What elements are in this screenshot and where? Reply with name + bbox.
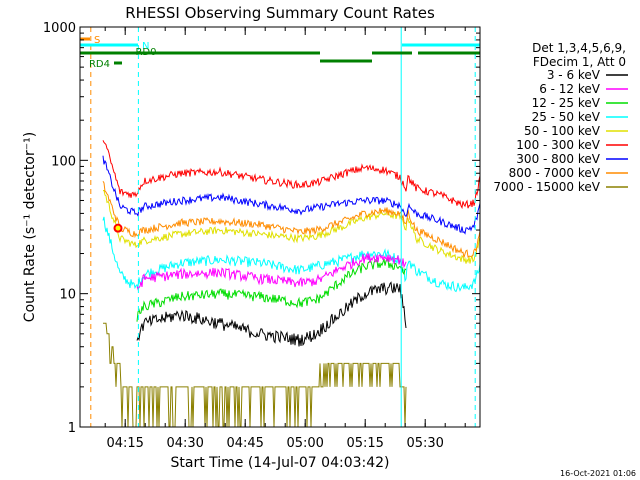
series-layer — [102, 140, 480, 427]
render-timestamp: 16-Oct-2021 01:06 — [560, 469, 636, 478]
x-tick-label: 05:15 — [346, 436, 383, 451]
series-line-300-800-kev — [102, 155, 480, 235]
y-tick-label: 10 — [59, 288, 76, 303]
legend-label-50-100-kev: 50 - 100 keV — [524, 124, 601, 138]
series-line-3-6-kev — [136, 281, 407, 347]
state-label-s: S — [94, 35, 100, 46]
chart-title: RHESSI Observing Summary Count Rates — [125, 4, 435, 22]
flag-marker — [113, 223, 123, 233]
series-line-7000-15000-kev — [103, 322, 407, 427]
series-line-12-25-kev — [136, 258, 407, 322]
series-line-25-50-kev — [102, 216, 480, 293]
x-axis: 04:15 04:30 04:45 05:00 05:15 05:30 — [104, 27, 466, 451]
state-label-rd0: RD0 — [135, 47, 156, 58]
legend-label-12-25-kev: 12 - 25 keV — [532, 96, 601, 110]
y-tick-label: 1000 — [43, 21, 76, 36]
legend-label-100-300-kev: 100 - 300 keV — [516, 138, 600, 152]
legend-label-3-6-kev: 3 - 6 keV — [547, 68, 601, 82]
x-axis-title: Start Time (14-Jul-07 04:03:42) — [170, 455, 389, 471]
y-tick-label: 100 — [51, 154, 76, 169]
state-label-n: N — [142, 41, 149, 52]
series-line-6-12-kev — [136, 253, 407, 291]
state-label-rd4: RD4 — [89, 59, 110, 70]
series-line-50-100-kev — [103, 190, 480, 264]
series-line-800-7000-kev — [102, 180, 480, 258]
plot-frame — [79, 26, 481, 428]
legend-label-7000-15000-kev: 7000 - 15000 keV — [493, 180, 600, 194]
marker-layer — [90, 27, 476, 427]
legend: Det 1,3,4,5,6,9,FDecim 1, Att 03 - 6 keV… — [493, 41, 628, 194]
y-tick-label: 1 — [68, 421, 76, 436]
x-tick-label: 04:45 — [226, 436, 263, 451]
legend-label-800-7000-kev: 800 - 7000 keV — [509, 166, 601, 180]
x-tick-label: 04:15 — [106, 436, 143, 451]
series-line-100-300-kev — [102, 140, 480, 210]
legend-label-300-800-kev: 300 - 800 keV — [516, 152, 600, 166]
legend-header: Det 1,3,4,5,6,9, — [532, 41, 626, 55]
y-axis-title: Count Rate (s⁻¹ detector⁻¹) — [22, 132, 38, 322]
x-tick-label: 04:30 — [166, 436, 203, 451]
x-tick-label: 05:00 — [286, 436, 323, 451]
y-axis: 1 10 100 1000 — [43, 21, 480, 436]
legend-label-25-50-kev: 25 - 50 keV — [532, 110, 601, 124]
legend-header: FDecim 1, Att 0 — [533, 55, 626, 69]
x-tick-label: 05:30 — [406, 436, 443, 451]
legend-label-6-12-kev: 6 - 12 keV — [539, 82, 601, 96]
